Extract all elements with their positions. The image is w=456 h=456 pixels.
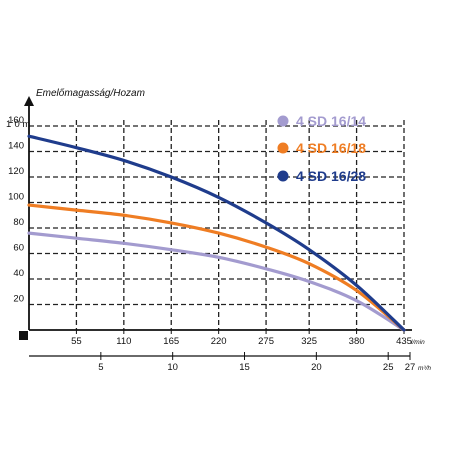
legend: 4 SD 16/14 4 SD 16/18 4 SD 16/28 bbox=[277, 113, 366, 184]
grid bbox=[29, 120, 405, 330]
y-tick-label: 80 bbox=[13, 217, 24, 228]
series-lines bbox=[27, 134, 406, 332]
legend-marker bbox=[277, 170, 289, 182]
x2-axis-unit-label: m³/h bbox=[418, 365, 431, 372]
x-tick-label: 380 bbox=[349, 336, 365, 347]
chart-title: Emelőmagasság/Hozam bbox=[36, 88, 145, 99]
x-tick-label: 275 bbox=[258, 336, 274, 347]
legend-label: 4 SD 16/18 bbox=[296, 140, 366, 156]
x2-tick-label: 15 bbox=[239, 362, 250, 373]
y-tick-label: 160 bbox=[8, 115, 24, 126]
origin-marker bbox=[19, 331, 28, 340]
x-tick-label: 220 bbox=[211, 336, 227, 347]
series-line-4-sd-16-28 bbox=[27, 134, 406, 332]
legend-label: 4 SD 16/14 bbox=[296, 113, 366, 129]
series-line-4-sd-16-14 bbox=[27, 231, 406, 332]
y-tick-label: 40 bbox=[13, 268, 24, 279]
x-tick-label: 325 bbox=[301, 336, 317, 347]
series-line-4-sd-16-18 bbox=[27, 203, 406, 332]
x-tick-label: 55 bbox=[71, 336, 82, 347]
y-tick-label: 100 bbox=[8, 192, 24, 203]
y-tick-label: 20 bbox=[13, 294, 24, 305]
x2-tick-label: 20 bbox=[311, 362, 322, 373]
legend-marker bbox=[277, 142, 289, 154]
x-tick-label: 165 bbox=[163, 336, 179, 347]
x2-tick-label: 10 bbox=[167, 362, 178, 373]
x-tick-label: 110 bbox=[116, 336, 131, 347]
x2-tick-label: 27 bbox=[405, 362, 416, 373]
x2-tick-label: 5 bbox=[98, 362, 103, 373]
x2-tick-label: 25 bbox=[383, 362, 394, 373]
x-tick-label: 435 bbox=[396, 336, 412, 347]
y-tick-label: 140 bbox=[8, 141, 24, 152]
legend-marker bbox=[277, 115, 289, 127]
axes bbox=[19, 96, 412, 357]
y-axis-arrow bbox=[24, 96, 34, 106]
y-tick-label: 60 bbox=[13, 243, 24, 254]
y-axis-unit-label: 1˙0 m bbox=[6, 119, 30, 130]
legend-label: 4 SD 16/28 bbox=[296, 168, 366, 184]
x-axis-unit-label: l/min bbox=[411, 339, 425, 346]
y-tick-label: 120 bbox=[8, 166, 24, 177]
